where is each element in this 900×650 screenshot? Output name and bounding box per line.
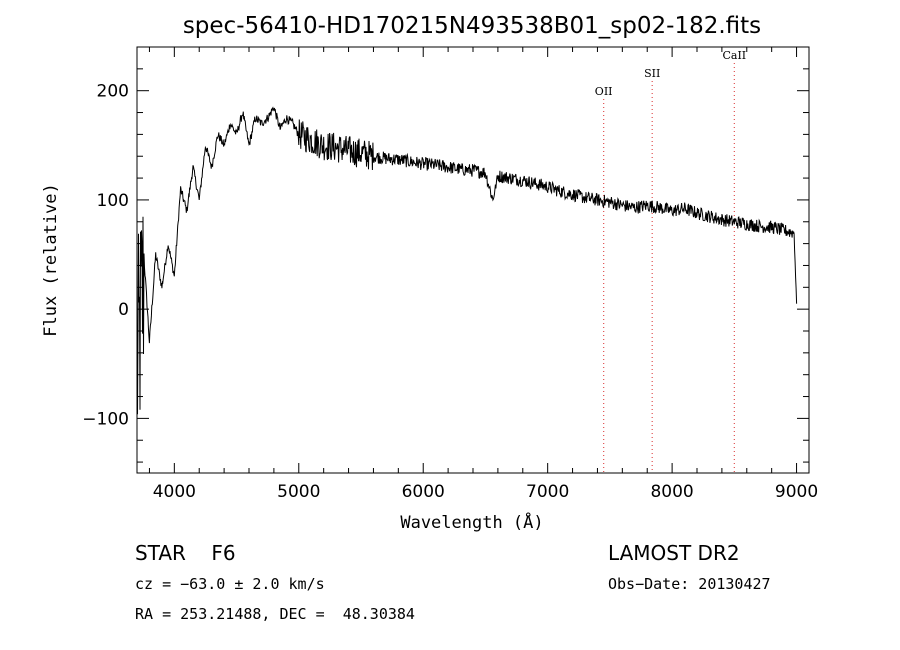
chart-title: spec-56410-HD170215N493538B01_sp02-182.f… bbox=[183, 13, 761, 39]
y-tick-label: −100 bbox=[82, 409, 129, 429]
spectral-line-label: SII bbox=[644, 67, 660, 80]
x-tick-label: 6000 bbox=[402, 482, 445, 502]
axis-ticks: 4000 5000 6000 7000 8000 9000 −100 0 100 200 bbox=[82, 46, 818, 502]
x-axis-label: Wavelength (Å) bbox=[400, 511, 543, 533]
survey-name: LAMOST DR2 bbox=[608, 541, 740, 565]
object-class: STAR F6 bbox=[135, 541, 236, 565]
x-tick-label: 9000 bbox=[775, 482, 818, 502]
spectral-line-markers: OII SII CaII bbox=[595, 49, 746, 473]
y-tick-label: 100 bbox=[97, 191, 129, 211]
y-axis-label: Flux (relative) bbox=[41, 183, 61, 337]
plot-frame bbox=[136, 46, 810, 474]
redshift-velocity: cz = −63.0 ± 2.0 km/s bbox=[135, 575, 325, 593]
observation-date: Obs−Date: 20130427 bbox=[608, 575, 771, 593]
sky-coordinates: RA = 253.21488, DEC = 48.30384 bbox=[135, 605, 415, 623]
x-tick-label: 7000 bbox=[526, 482, 569, 502]
y-tick-label: 0 bbox=[118, 300, 129, 320]
spectral-line-label: CaII bbox=[722, 49, 746, 62]
x-tick-label: 4000 bbox=[153, 482, 196, 502]
spectrum-series-line bbox=[136, 106, 798, 415]
y-tick-label: 200 bbox=[97, 82, 129, 102]
x-tick-label: 8000 bbox=[650, 482, 693, 502]
x-tick-label: 5000 bbox=[277, 482, 320, 502]
spectral-line-label: OII bbox=[595, 85, 613, 98]
